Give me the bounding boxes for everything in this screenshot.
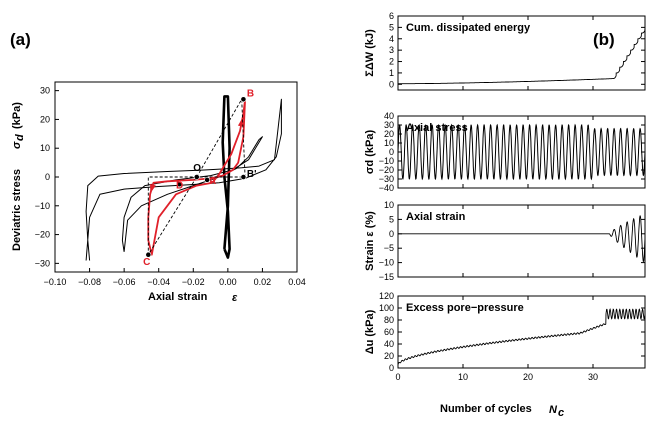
panel-b-ytick-label: 100 — [379, 303, 394, 313]
panel-a-ylabel: Deviatric stress — [11, 169, 23, 251]
panel-b-ytick-label: 80 — [384, 315, 394, 325]
panel-a-marker-c — [145, 251, 152, 258]
panel-a-annotation: D — [176, 181, 183, 192]
panel-a-ticks: −0.10 −0.08 −0.06 −0.04 −0.02 0.00 0.02 0.04 −30… — [35, 86, 306, 287]
panel-b-subplot-4: 0 20 40 60 80 100 120 0 10 20 30 Excess pore−pressu… — [364, 291, 646, 382]
panel-b-ytick-label: 5 — [389, 214, 394, 224]
panel-a-ytick-label: 30 — [40, 86, 50, 96]
panel-b-ytick-label: 10 — [384, 200, 394, 210]
panel-b-subplot-3: −15 −10 −5 0 5 10 Axial strain Strain ε (%) — [364, 200, 646, 282]
panel-b-ytick-label: 20 — [384, 351, 394, 361]
panel-a-xtick-label: −0.10 — [44, 277, 67, 287]
panel-a-ytick-label: 20 — [40, 114, 50, 124]
panel-b-ytick-label: −10 — [379, 258, 394, 268]
panel-b-subplot-ylabel: ΣΔW (kJ) — [364, 29, 376, 77]
panel-b-ytick-label: −10 — [379, 156, 394, 166]
panel-b-series-line — [397, 123, 646, 181]
panel-b-subplot-ylabel: σd (kPa) — [364, 130, 376, 175]
panel-b-ytick-label: 20 — [384, 129, 394, 139]
panel-a-marker-bp — [240, 174, 247, 180]
panel-a-series-line — [121, 136, 263, 252]
panel-b-ytick-label: 2 — [389, 57, 394, 67]
panel-b-ytick-label: −20 — [379, 165, 394, 175]
panel-a-xtick-label: 0.04 — [288, 277, 306, 287]
panel-b-xtick-label: 0 — [395, 372, 400, 382]
panel-b-ytick-label: 0 — [389, 229, 394, 239]
panel-b-ytick-label: 40 — [384, 111, 394, 121]
panel-b-ytick-label: 40 — [384, 339, 394, 349]
panel-b-ytick-label: 5 — [389, 22, 394, 32]
panel-b-subplot-title: Axial stress — [406, 122, 468, 134]
panel-a-annotation: O — [193, 163, 201, 174]
panel-a-xtick-label: −0.02 — [182, 277, 205, 287]
panel-a-ytick-label: −10 — [35, 201, 50, 211]
panel-a-ylabel-unit: (kPa) — [11, 102, 23, 129]
panel-b-ytick-label: −5 — [384, 243, 394, 253]
panel-b-series-line — [398, 27, 646, 85]
panel-b-ytick-label: 120 — [379, 291, 394, 301]
panel-b-ytick-label: 30 — [384, 120, 394, 130]
panel-b-subplot-title: Cum. dissipated energy — [406, 22, 531, 34]
panel-a-xtick-label: 0.02 — [254, 277, 272, 287]
panel-b-subplot-ylabel: Strain ε (%) — [364, 211, 376, 271]
panel-b-xlabel: Number of cycles — [440, 403, 532, 415]
panel-a-xtick-label: 0.00 — [219, 277, 237, 287]
panel-a-xlabel: Axial strain — [148, 291, 208, 303]
panel-b-ytick-label: 3 — [389, 45, 394, 55]
panel-a-xtick-label: −0.04 — [147, 277, 170, 287]
panel-a-label: (a) — [10, 30, 31, 49]
panel-a-annotation: B — [247, 88, 254, 99]
panel-b-subplot-title: Axial strain — [406, 211, 466, 223]
panel-b-xtick-label: 20 — [523, 372, 533, 382]
panel-a-xtick-label: −0.08 — [78, 277, 101, 287]
panel-a-ytick-label: −30 — [35, 258, 50, 268]
panel-a-ytick-label: 0 — [45, 172, 50, 182]
panel-b-xtick-label: 10 — [458, 372, 468, 382]
panel-b-subplot-ylabel: Δu (kPa) — [364, 309, 376, 354]
panel-a-ylabel-symbol: σ — [11, 141, 23, 149]
panel-b-ytick-label: 60 — [384, 327, 394, 337]
panel-b-series-line — [398, 215, 646, 263]
panel-b-label: (b) — [593, 30, 615, 49]
panel-a-direction-arrow — [150, 183, 156, 194]
panel-a-ytick-label: 10 — [40, 143, 50, 153]
panel-b-xtick-label: 30 — [588, 372, 598, 382]
panel-b-ytick-label: 4 — [389, 34, 394, 44]
panel-a-xtick-label: −0.06 — [113, 277, 136, 287]
panel-a-xlabel-symbol: ε — [232, 292, 238, 304]
panel-b-subplot-1: 012 34 56 Cum. dissipated energy ΣΔW (kJ) — [364, 11, 646, 91]
panel-b-ytick-label: 10 — [384, 138, 394, 148]
panel-b-xlabel-sub: c — [558, 407, 564, 419]
panel-a-ylabel-sub: d — [14, 134, 26, 141]
panel-b-xlabel-symbol: N — [549, 404, 558, 416]
panel-b-ytick-label: 0 — [389, 79, 394, 89]
panel-b-ytick-label: −15 — [379, 272, 394, 282]
panel-a-marker-d — [176, 181, 183, 188]
panel-a-series-line — [221, 95, 231, 259]
panel-a-annotation: A — [209, 176, 216, 187]
panel-a: (a) −0.10 −0.08 −0.06 −0.04 −0.02 0.00 0.02 0.0… — [10, 30, 306, 304]
panel-a-annotation: C — [143, 257, 150, 268]
panel-b-ytick-label: −30 — [379, 174, 394, 184]
panel-a-markers — [145, 96, 247, 258]
panel-a-annotations: B B' O C A D — [143, 88, 256, 267]
panel-b-ytick-label: 0 — [389, 363, 394, 373]
panel-b-ytick-label: 1 — [389, 68, 394, 78]
panel-b-ytick-label: 6 — [389, 11, 394, 21]
panel-a-ylabel-group: Deviatric stress σ d (kPa) — [11, 102, 26, 251]
panel-a-annotation: B' — [247, 169, 257, 180]
panel-b-ytick-label: −40 — [379, 183, 394, 193]
panel-b-series-line — [397, 308, 646, 366]
panel-a-marker-o — [193, 174, 200, 180]
panel-b-subplot-title: Excess pore−pressure — [406, 302, 524, 314]
panel-a-ytick-label: −20 — [35, 230, 50, 240]
panel-a-marker-b — [240, 96, 247, 103]
panel-a-marker-a — [204, 176, 211, 183]
panel-b-ytick-label: 0 — [389, 147, 394, 157]
panel-b-subplot-frame — [397, 15, 646, 91]
